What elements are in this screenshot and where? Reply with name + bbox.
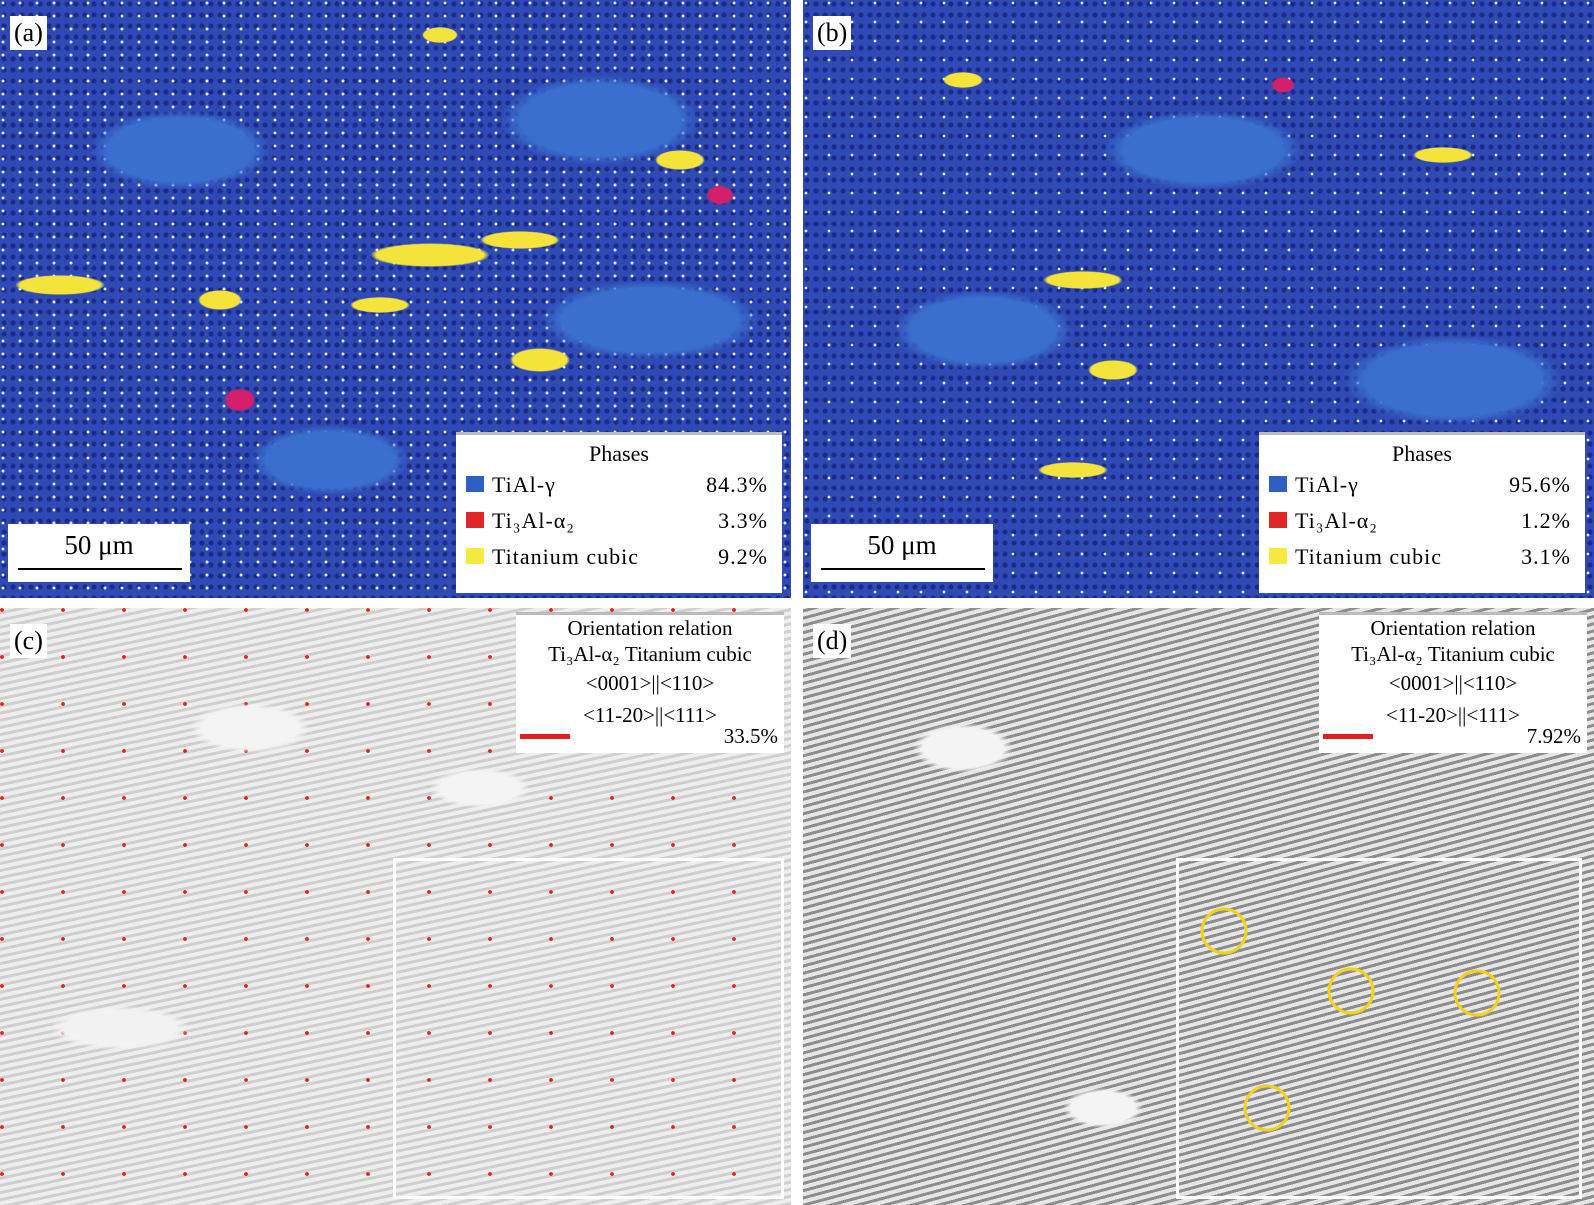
relation: <0001>||<110>: [1388, 671, 1518, 695]
swatch: [1323, 734, 1373, 739]
swatch: [1269, 476, 1287, 492]
scale-bar: 50 μm: [811, 524, 993, 582]
legend-title: Orientation relation: [567, 616, 733, 640]
panel: (a) 50 μm Phases TiAl-γ 84.3% Ti₃Al-α₂ 3.3% Tit…: [0, 0, 791, 598]
legend-row: TiAl-γ 95.6%: [1259, 467, 1585, 503]
panel-label: (b): [813, 16, 852, 50]
phase-fraction: 3.3%: [718, 508, 768, 533]
phase-name: TiAl-γ: [1295, 472, 1359, 497]
legend-row: TiAl-γ 84.3%: [456, 467, 782, 503]
swatch: [1269, 512, 1287, 528]
phase-name: TiAl-γ: [492, 472, 556, 497]
legend-subtitle: Ti₃Al-α₂ Titanium cubic: [1351, 642, 1555, 666]
scale-line: [18, 568, 182, 570]
scale-line: [821, 568, 985, 570]
circle: [1453, 969, 1501, 1017]
legend-row: Ti₃Al-α₂ 3.3%: [456, 503, 782, 539]
circle: [1243, 1084, 1291, 1132]
panel-label: (a): [10, 16, 47, 50]
circle: [1327, 967, 1375, 1015]
phase-fraction: 84.3%: [706, 472, 768, 497]
scale-text: 50 μm: [64, 530, 134, 560]
relation: <11-20>||<111>: [1386, 703, 1520, 727]
legend-row: Ti₃Al-α₂ 1.2%: [1259, 503, 1585, 539]
swatch: [1269, 548, 1287, 564]
swatch: [466, 512, 484, 528]
scale-text: 50 μm: [867, 530, 937, 560]
scale-bar: 50 μm: [8, 524, 190, 582]
legend-title: Orientation relation: [1370, 616, 1536, 640]
panel-label: (d): [813, 624, 852, 658]
panel-label: (c): [10, 624, 47, 658]
circle: [1200, 907, 1248, 955]
relation: <11-20>||<111>: [583, 703, 717, 727]
swatch: [466, 548, 484, 564]
panel: (d) Orientation relation Ti₃Al-α₂ Titanium…: [803, 608, 1594, 1205]
phase-fraction: 95.6%: [1509, 472, 1571, 497]
phase-fraction: 1.2%: [1521, 508, 1571, 533]
phase-name: Titanium cubic: [492, 544, 640, 569]
fraction: 33.5%: [723, 724, 778, 748]
fraction: 7.92%: [1526, 724, 1581, 748]
relation: <0001>||<110>: [585, 671, 715, 695]
panel: (c) Orientation relation Ti₃Al-α₂ Titanium…: [0, 608, 791, 1205]
legend: Orientation relation Ti₃Al-α₂ Titanium cu…: [516, 612, 784, 753]
legend-title: Phases: [589, 441, 649, 466]
legend-title: Phases: [1392, 441, 1452, 466]
highlight-circles: [1200, 907, 1501, 1132]
legend-row: Titanium cubic 9.2%: [456, 539, 782, 575]
legend: Orientation relation Ti₃Al-α₂ Titanium cu…: [1319, 612, 1587, 753]
legend-subtitle: Ti₃Al-α₂ Titanium cubic: [548, 642, 752, 666]
legend: Phases TiAl-γ 84.3% Ti₃Al-α₂ 3.3% Titanium cu…: [456, 432, 782, 593]
phase-name: Ti₃Al-α₂: [1295, 508, 1378, 533]
swatch: [520, 734, 570, 739]
panel: (b) 50 μm Phases TiAl-γ 95.6% Ti₃Al-α₂ 1.2% Tit…: [803, 0, 1594, 598]
inset-frame: [1176, 858, 1582, 1199]
inset-frame: [393, 858, 784, 1199]
phase-fraction: 3.1%: [1521, 544, 1571, 569]
phase-name: Ti₃Al-α₂: [492, 508, 575, 533]
legend-row: Titanium cubic 3.1%: [1259, 539, 1585, 575]
phase-fraction: 9.2%: [718, 544, 768, 569]
phase-name: Titanium cubic: [1295, 544, 1443, 569]
swatch: [466, 476, 484, 492]
legend: Phases TiAl-γ 95.6% Ti₃Al-α₂ 1.2% Titanium cu…: [1259, 432, 1585, 593]
